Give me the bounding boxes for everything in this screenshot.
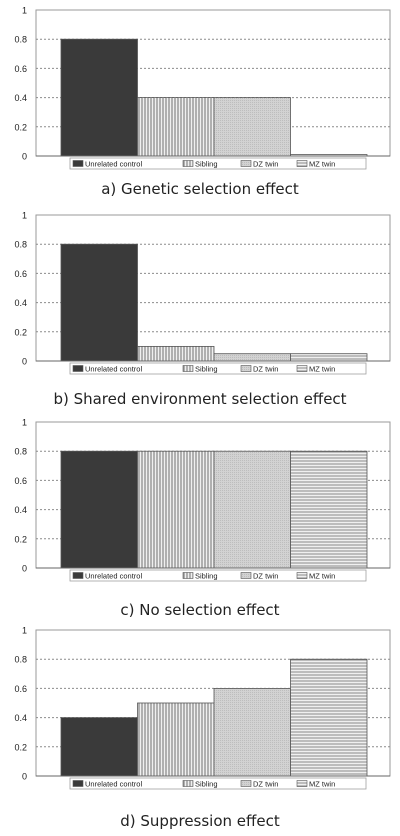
y-tick-label: 0 — [22, 152, 27, 162]
legend-label: MZ twin — [309, 365, 335, 374]
chart-caption-a: a) Genetic selection effect — [101, 180, 299, 198]
legend: Unrelated control Sibling DZ twin MZ twin — [69, 569, 367, 582]
y-tick-label: 0.2 — [14, 742, 27, 752]
legend-label: Unrelated control — [85, 160, 142, 169]
y-tick-label: 0 — [22, 564, 27, 574]
chart-panel-c: 0 0.2 0.4 0.6 0.8 1 Unrelated control Sibling DZ… — [0, 412, 400, 620]
chart-caption-b: b) Shared environment selection effect — [53, 390, 347, 408]
bar-chart-c: 0 0.2 0.4 0.6 0.8 1 Unrelated control Sibling DZ… — [14, 418, 391, 582]
legend-label: MZ twin — [309, 572, 335, 581]
bar-dz-twin — [213, 450, 291, 569]
legend-swatch — [72, 365, 84, 372]
y-tick-label: 0.6 — [14, 64, 27, 74]
y-tick-label: 0 — [22, 772, 27, 782]
bar-chart-a: 0 0.2 0.4 0.6 0.8 1 Unrelated control Sibling DZ… — [14, 6, 391, 170]
legend-swatch — [296, 780, 308, 787]
legend-swatch — [240, 160, 252, 167]
legend-label: Sibling — [195, 160, 218, 169]
legend: Unrelated control Sibling DZ twin MZ twin — [69, 777, 367, 790]
y-tick-label: 0.8 — [14, 35, 27, 45]
chart-panel-a: 0 0.2 0.4 0.6 0.8 1 Unrelated control Sibling DZ… — [0, 0, 400, 205]
y-tick-label: 0.4 — [14, 505, 27, 515]
chart-caption-d: d) Suppression effect — [120, 812, 280, 830]
bar-mz-twin — [290, 353, 368, 362]
bar-dz-twin — [213, 353, 291, 362]
y-tick-label: 1 — [22, 6, 27, 16]
bar-unrelated-control — [60, 38, 138, 157]
y-tick-label: 0.4 — [14, 298, 27, 308]
legend-label: Unrelated control — [85, 572, 142, 581]
bar-unrelated-control — [60, 450, 138, 569]
legend-label: DZ twin — [253, 365, 278, 374]
chart-caption-c: c) No selection effect — [120, 601, 280, 619]
y-tick-label: 0.8 — [14, 240, 27, 250]
bar-sibling — [137, 702, 215, 777]
legend-swatch — [72, 780, 84, 787]
legend-swatch — [182, 160, 194, 167]
legend-label: DZ twin — [253, 780, 278, 789]
chart-panel-b: 0 0.2 0.4 0.6 0.8 1 Unrelated control Sibling DZ… — [0, 205, 400, 412]
legend-label: DZ twin — [253, 160, 278, 169]
y-tick-label: 0.6 — [14, 476, 27, 486]
bar-chart-d: 0 0.2 0.4 0.6 0.8 1 Unrelated control Sibling DZ… — [14, 626, 391, 790]
legend-label: Sibling — [195, 780, 218, 789]
y-tick-label: 0.8 — [14, 447, 27, 457]
y-tick-label: 0.2 — [14, 327, 27, 337]
bar-unrelated-control — [60, 243, 138, 362]
y-tick-label: 0.8 — [14, 655, 27, 665]
legend-label: Sibling — [195, 572, 218, 581]
y-tick-label: 0.6 — [14, 269, 27, 279]
legend: Unrelated control Sibling DZ twin MZ twin — [69, 157, 367, 170]
legend-label: MZ twin — [309, 780, 335, 789]
legend: Unrelated control Sibling DZ twin MZ twin — [69, 362, 367, 375]
bar-sibling — [137, 345, 215, 362]
chart-panel-d: 0 0.2 0.4 0.6 0.8 1 Unrelated control Sibling DZ… — [0, 620, 400, 836]
legend-label: Sibling — [195, 365, 218, 374]
y-tick-label: 0.2 — [14, 122, 27, 132]
y-tick-label: 1 — [22, 211, 27, 221]
y-tick-label: 1 — [22, 626, 27, 636]
bar-unrelated-control — [60, 717, 138, 777]
legend-swatch — [182, 365, 194, 372]
bar-chart-b: 0 0.2 0.4 0.6 0.8 1 Unrelated control Sibling DZ… — [14, 211, 391, 375]
legend-label: DZ twin — [253, 572, 278, 581]
legend-swatch — [240, 780, 252, 787]
y-tick-label: 0.2 — [14, 534, 27, 544]
legend-swatch — [182, 780, 194, 787]
bar-mz-twin — [290, 450, 368, 569]
y-tick-label: 0.6 — [14, 684, 27, 694]
y-tick-label: 1 — [22, 418, 27, 428]
legend-swatch — [240, 365, 252, 372]
bar-sibling — [137, 97, 215, 157]
y-tick-label: 0.4 — [14, 713, 27, 723]
y-tick-label: 0.4 — [14, 93, 27, 103]
legend-label: Unrelated control — [85, 365, 142, 374]
legend-swatch — [72, 160, 84, 167]
legend-swatch — [296, 160, 308, 167]
legend-swatch — [72, 572, 84, 579]
bar-sibling — [137, 450, 215, 569]
legend-label: MZ twin — [309, 160, 335, 169]
legend-swatch — [240, 572, 252, 579]
bar-dz-twin — [213, 97, 291, 157]
legend-label: Unrelated control — [85, 780, 142, 789]
bar-mz-twin — [290, 658, 368, 777]
legend-swatch — [296, 572, 308, 579]
legend-swatch — [182, 572, 194, 579]
y-tick-label: 0 — [22, 357, 27, 367]
legend-swatch — [296, 365, 308, 372]
bar-dz-twin — [213, 688, 291, 777]
